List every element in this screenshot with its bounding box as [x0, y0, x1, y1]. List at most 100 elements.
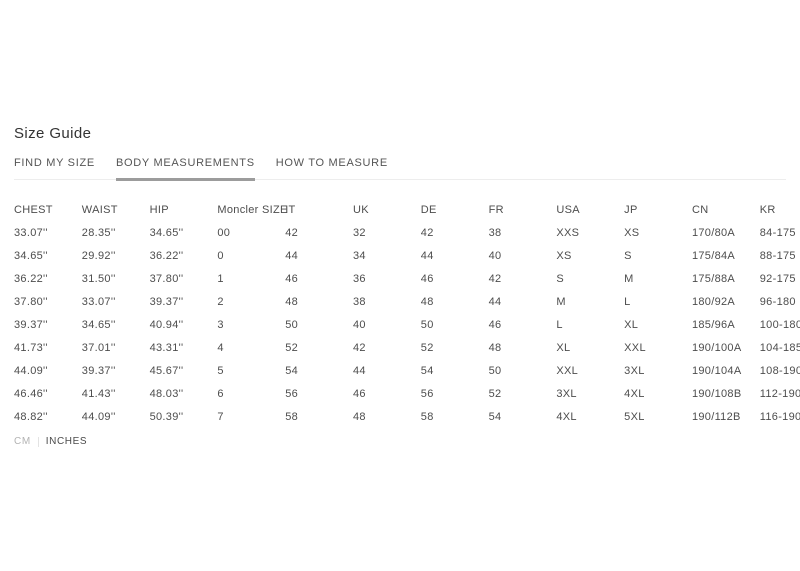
table-cell: 84-175: [759, 226, 796, 239]
table-cell: 190/112B: [691, 410, 741, 423]
table-cell: 170/80A: [691, 226, 736, 239]
table-cell: 32: [352, 226, 366, 239]
table-cell: 52: [420, 341, 434, 354]
table-cell: 100-180: [759, 318, 800, 331]
column-header-waist: WAIST: [81, 203, 118, 216]
table-cell: 190/104A: [691, 364, 742, 377]
column-header-uk: UK: [352, 203, 369, 216]
unit-cm-button[interactable]: CM: [14, 436, 31, 447]
table-row: 48.82'' 44.09'' 50.39'' 7 58 48 58 54 4XL 5XL 190/…: [14, 405, 800, 428]
table-cell: 45.67'': [149, 364, 184, 377]
table-cell: 31.50'': [81, 272, 116, 285]
table-cell: 48.03'': [149, 387, 184, 400]
table-cell: 39.37'': [149, 295, 184, 308]
column-header-hip: HIP: [149, 203, 169, 216]
table-cell: 52: [285, 341, 299, 354]
table-cell: XXS: [556, 226, 580, 239]
table-body: 33.07'' 28.35'' 34.65'' 00 42 32 42 38 XXS XS 170/…: [14, 221, 800, 428]
table-cell: 34.65'': [14, 249, 48, 262]
table-cell: 38: [352, 295, 366, 308]
table-cell: 3XL: [556, 387, 577, 400]
table-cell: 50: [488, 364, 502, 377]
table-cell: 48: [488, 341, 502, 354]
table-cell: 36: [352, 272, 366, 285]
table-cell: M: [624, 272, 634, 285]
table-cell: 104-185: [759, 341, 800, 354]
table-cell: 33.07'': [14, 226, 48, 239]
tab-find-my-size[interactable]: FIND MY SIZE: [14, 157, 95, 169]
table-cell: 42: [285, 226, 299, 239]
table-cell: 54: [488, 410, 502, 423]
table-cell: 1: [217, 272, 224, 285]
table-cell: 2: [217, 295, 224, 308]
table-cell: 42: [488, 272, 502, 285]
table-cell: 44: [488, 295, 502, 308]
table-cell: 0: [217, 249, 224, 262]
table-cell: 52: [488, 387, 502, 400]
table-cell: XXL: [624, 341, 646, 354]
size-guide-panel: Size Guide FIND MY SIZE BODY MEASUREMENT…: [0, 125, 800, 571]
table-cell: 37.80'': [14, 295, 48, 308]
table-cell: 54: [420, 364, 434, 377]
table-cell: 4XL: [624, 387, 645, 400]
table-cell: 34.65'': [149, 226, 184, 239]
column-header-kr: KR: [759, 203, 776, 216]
table-row: 41.73'' 37.01'' 43.31'' 4 52 42 52 48 XL XXL 190/1…: [14, 336, 800, 359]
table-cell: 4XL: [556, 410, 577, 423]
table-cell: 46.46'': [14, 387, 48, 400]
table-cell: 00: [217, 226, 231, 239]
table-cell: 46: [420, 272, 434, 285]
unit-toggle: CM INCHES: [14, 436, 786, 447]
tab-body-measurements[interactable]: BODY MEASUREMENTS: [115, 157, 255, 181]
unit-toggle-divider: [37, 436, 39, 447]
table-cell: 88-175: [759, 249, 796, 262]
table-cell: XS: [556, 249, 572, 262]
table-cell: 44: [420, 249, 434, 262]
table-row: 37.80'' 33.07'' 39.37'' 2 48 38 48 44 M L 180/92A 9…: [14, 290, 796, 313]
table-cell: M: [556, 295, 566, 308]
table-cell: 54: [285, 364, 299, 377]
table-cell: 37.80'': [149, 272, 184, 285]
table-cell: 5XL: [624, 410, 645, 423]
table-row: 46.46'' 41.43'' 48.03'' 6 56 46 56 52 3XL 4XL 190/…: [14, 382, 800, 405]
table-cell: 40: [488, 249, 502, 262]
table-cell: 46: [488, 318, 502, 331]
table-cell: 39.37'': [81, 364, 116, 377]
table-cell: 40.94'': [149, 318, 184, 331]
table-cell: 58: [420, 410, 434, 423]
table-cell: 56: [420, 387, 434, 400]
table-cell: 28.35'': [81, 226, 116, 239]
size-table: CHEST WAIST HIP Moncler SIZE IT UK DE FR…: [14, 198, 800, 428]
table-row: 36.22'' 31.50'' 37.80'' 1 46 36 46 42 S M 175/88A 9…: [14, 267, 796, 290]
table-cell: 5: [217, 364, 224, 377]
table-cell: 3XL: [624, 364, 645, 377]
table-row: 39.37'' 34.65'' 40.94'' 3 50 40 50 46 L XL 185/96A…: [14, 313, 800, 336]
table-cell: 185/96A: [691, 318, 736, 331]
column-header-jp: JP: [624, 203, 638, 216]
table-cell: 39.37'': [14, 318, 48, 331]
table-cell: 29.92'': [81, 249, 116, 262]
unit-inches-button[interactable]: INCHES: [45, 436, 88, 447]
table-cell: 175/84A: [691, 249, 736, 262]
table-cell: 42: [352, 341, 366, 354]
table-cell: 38: [488, 226, 502, 239]
table-cell: 37.01'': [81, 341, 116, 354]
table-cell: 6: [217, 387, 224, 400]
table-cell: 44: [352, 364, 366, 377]
tab-how-to-measure[interactable]: HOW TO MEASURE: [275, 157, 388, 169]
table-cell: 50: [285, 318, 299, 331]
table-cell: XS: [624, 226, 640, 239]
table-cell: 56: [285, 387, 299, 400]
table-cell: 34: [352, 249, 366, 262]
table-cell: 44.09'': [14, 364, 48, 377]
table-cell: 7: [217, 410, 224, 423]
table-cell: XL: [556, 341, 571, 354]
table-cell: 108-190: [759, 364, 800, 377]
table-cell: S: [556, 272, 565, 285]
table-cell: 190/100A: [691, 341, 742, 354]
column-header-de: DE: [420, 203, 437, 216]
table-cell: 42: [420, 226, 434, 239]
table-cell: 96-180: [759, 295, 796, 308]
column-header-it: IT: [285, 203, 296, 216]
table-cell: 36.22'': [14, 272, 48, 285]
